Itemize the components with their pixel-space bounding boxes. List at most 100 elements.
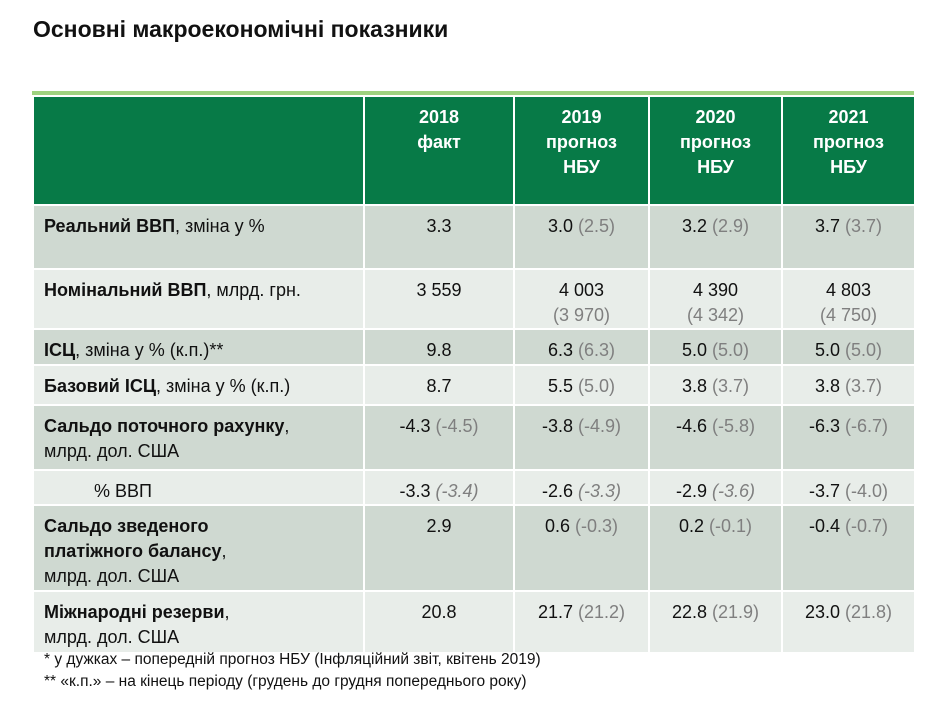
row-label: Реальний ВВП, зміна у %: [32, 204, 365, 270]
row-label-bold: Сальдо зведеного платіжного балансу: [44, 516, 222, 561]
row-label: ІСЦ, зміна у % (к.п.)**: [32, 328, 365, 366]
row-label-unit: , млрд. грн.: [206, 280, 301, 300]
value-cell: 4 803 (4 750): [781, 268, 916, 330]
table-row: Реальний ВВП, зміна у % 3.3 3.0 (2.5) 3.2 (…: [32, 204, 916, 270]
row-label-bold: ІСЦ: [44, 340, 76, 360]
table-row: Сальдо поточного рахунку, млрд. дол. США -…: [32, 404, 916, 471]
current-value: 8.7: [426, 376, 452, 396]
row-label-bold: Реальний ВВП: [44, 216, 176, 236]
footnote-1: * у дужках – попередній прогноз НБУ (Інф…: [44, 651, 541, 668]
current-value: 6.3: [547, 340, 573, 360]
current-value: 5.0: [814, 340, 840, 360]
previous-forecast: (4 750): [819, 305, 878, 325]
previous-forecast: (-3.4): [435, 481, 479, 501]
previous-forecast: (5.0): [578, 376, 616, 396]
previous-forecast: (2.5): [578, 216, 616, 236]
previous-forecast: (3 970): [552, 305, 611, 325]
previous-forecast: (-4.5): [435, 416, 479, 436]
value-cell: 3.7 (3.7): [781, 204, 916, 270]
value-cell: 2.9: [363, 504, 515, 592]
value-cell: -4.3 (-4.5): [363, 404, 515, 471]
row-label-unit: , млрд. дол. США: [44, 416, 290, 461]
row-label: Сальдо зведеного платіжного балансу, млрд.…: [32, 504, 365, 592]
table-header-row: 2018 факт 2019 прогноз НБУ 2020 прогноз НБУ 2021…: [32, 95, 916, 206]
previous-forecast: (21.9): [712, 602, 760, 622]
current-value: 9.8: [426, 340, 452, 360]
previous-forecast: (2.9): [712, 216, 750, 236]
current-value: 22.8: [671, 602, 707, 622]
current-value: 3.3: [426, 216, 452, 236]
current-value: 3 559: [416, 280, 462, 300]
row-label: Номінальний ВВП, млрд. грн.: [32, 268, 365, 330]
value-cell: 21.7 (21.2): [513, 590, 650, 654]
current-value: 0.2: [678, 516, 704, 536]
previous-forecast: (-3.6): [712, 481, 756, 501]
previous-forecast: (21.2): [578, 602, 626, 622]
row-label-unit: , зміна у % (к.п.)**: [75, 340, 224, 360]
value-cell: 22.8 (21.9): [648, 590, 783, 654]
previous-forecast: (5.0): [845, 340, 883, 360]
current-value: 3.8: [681, 376, 707, 396]
value-cell: 3.8 (3.7): [648, 364, 783, 406]
previous-forecast: (-5.8): [712, 416, 756, 436]
previous-forecast: (5.0): [712, 340, 750, 360]
row-label-bold: Номінальний ВВП: [44, 280, 207, 300]
previous-forecast: (3.7): [712, 376, 750, 396]
current-value: -4.6: [675, 416, 707, 436]
current-value: -2.6: [541, 481, 573, 501]
value-cell: 3.0 (2.5): [513, 204, 650, 270]
current-value: -6.3: [808, 416, 840, 436]
current-value: 23.0: [804, 602, 840, 622]
current-value: 2.9: [426, 516, 452, 536]
current-value: -4.3: [399, 416, 431, 436]
previous-forecast: (6.3): [578, 340, 616, 360]
header-year-3: 2020 прогноз НБУ: [648, 95, 783, 206]
header-year-2: 2019 прогноз НБУ: [513, 95, 650, 206]
row-label-unit: % ВВП: [94, 481, 152, 501]
value-cell: 23.0 (21.8): [781, 590, 916, 654]
value-cell: 5.5 (5.0): [513, 364, 650, 406]
previous-forecast: (4 342): [686, 305, 745, 325]
value-cell: -2.9 (-3.6): [648, 469, 783, 506]
previous-forecast: (-0.3): [575, 516, 619, 536]
current-value: 3.2: [681, 216, 707, 236]
current-value: 4 390: [692, 280, 739, 300]
row-label-bold: Базовий ІСЦ: [44, 376, 157, 396]
row-label: % ВВП: [32, 469, 365, 506]
value-cell: -6.3 (-6.7): [781, 404, 916, 471]
table-row: Сальдо зведеного платіжного балансу, млрд.…: [32, 504, 916, 592]
row-label: Сальдо поточного рахунку, млрд. дол. США: [32, 404, 365, 471]
current-value: 3.0: [547, 216, 573, 236]
current-value: -3.3: [399, 481, 431, 501]
macro-indicators-table: 2018 факт 2019 прогноз НБУ 2020 прогноз НБУ 2021…: [32, 95, 916, 654]
row-label-unit: , зміна у % (к.п.): [156, 376, 291, 396]
table-row: Номінальний ВВП, млрд. грн. 3 559 4 003 (3 …: [32, 268, 916, 330]
table-row: % ВВП -3.3 (-3.4) -2.6 (-3.3) -2.9 (-3.6) -3…: [32, 469, 916, 506]
current-value: -2.9: [675, 481, 707, 501]
previous-forecast: (-6.7): [845, 416, 889, 436]
row-label-bold: Сальдо поточного рахунку: [44, 416, 285, 436]
current-value: 20.8: [421, 602, 457, 622]
current-value: -0.4: [808, 516, 840, 536]
previous-forecast: (3.7): [845, 376, 883, 396]
value-cell: 3.2 (2.9): [648, 204, 783, 270]
value-cell: -3.3 (-3.4): [363, 469, 515, 506]
table-row: Базовий ІСЦ, зміна у % (к.п.) 8.7 5.5 (5.0…: [32, 364, 916, 406]
value-cell: 8.7: [363, 364, 515, 406]
previous-forecast: (3.7): [845, 216, 883, 236]
current-value: -3.7: [808, 481, 840, 501]
current-value: 3.8: [814, 376, 840, 396]
current-value: 5.0: [681, 340, 707, 360]
row-label: Міжнародні резерви, млрд. дол. США: [32, 590, 365, 654]
accent-line: [32, 91, 914, 95]
row-label-unit: , млрд. дол. США: [44, 541, 227, 586]
current-value: 3.7: [814, 216, 840, 236]
value-cell: 3 559: [363, 268, 515, 330]
row-label-unit: , зміна у %: [175, 216, 265, 236]
value-cell: 3.3: [363, 204, 515, 270]
current-value: 4 003: [558, 280, 605, 300]
current-value: -3.8: [541, 416, 573, 436]
previous-forecast: (-4.0): [845, 481, 889, 501]
header-year-4: 2021 прогноз НБУ: [781, 95, 916, 206]
previous-forecast: (-0.7): [845, 516, 889, 536]
